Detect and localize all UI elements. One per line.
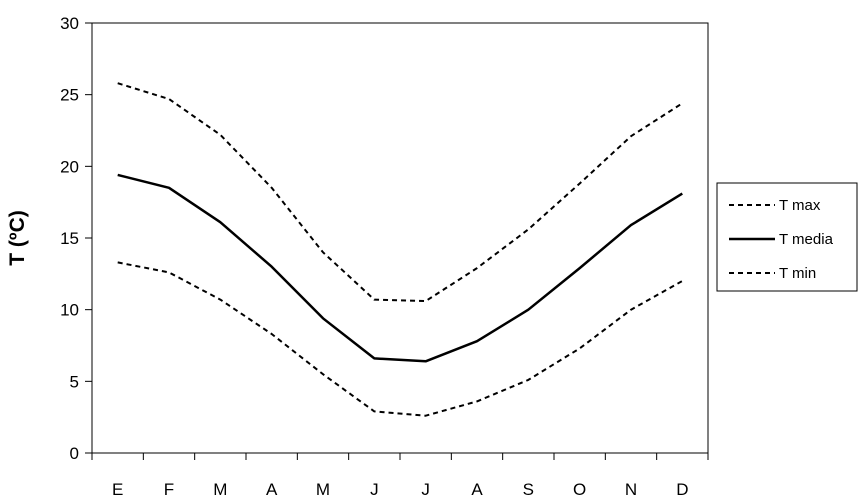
y-axis-title: T (ºC) — [6, 210, 29, 265]
x-tick-label: E — [112, 480, 123, 497]
x-tick-label: D — [676, 480, 688, 497]
y-tick-label: 25 — [60, 86, 79, 105]
x-tick-label: N — [625, 480, 637, 497]
y-tick-label: 15 — [60, 229, 79, 248]
y-tick-label: 30 — [60, 14, 79, 33]
x-tick-label: M — [213, 480, 227, 497]
x-tick-label: M — [316, 480, 330, 497]
legend-label-t-media: T media — [779, 231, 834, 248]
legend-label-t-min: T min — [779, 265, 816, 282]
y-axis: 0 5 10 15 20 25 30 — [60, 14, 92, 463]
x-tick-label: A — [266, 480, 278, 497]
x-tick-label: J — [370, 480, 379, 497]
legend-label-t-max: T max — [779, 197, 821, 214]
y-tick-label: 0 — [70, 444, 79, 463]
x-tick-label: A — [471, 480, 483, 497]
x-tick-label: F — [164, 480, 174, 497]
x-tick-label: S — [523, 480, 534, 497]
x-tick-label: J — [421, 480, 430, 497]
y-tick-label: 20 — [60, 157, 79, 176]
x-tick-label: O — [573, 480, 586, 497]
legend: T max T media T min — [717, 183, 857, 291]
y-tick-label: 5 — [70, 372, 79, 391]
y-tick-label: 10 — [60, 301, 79, 320]
